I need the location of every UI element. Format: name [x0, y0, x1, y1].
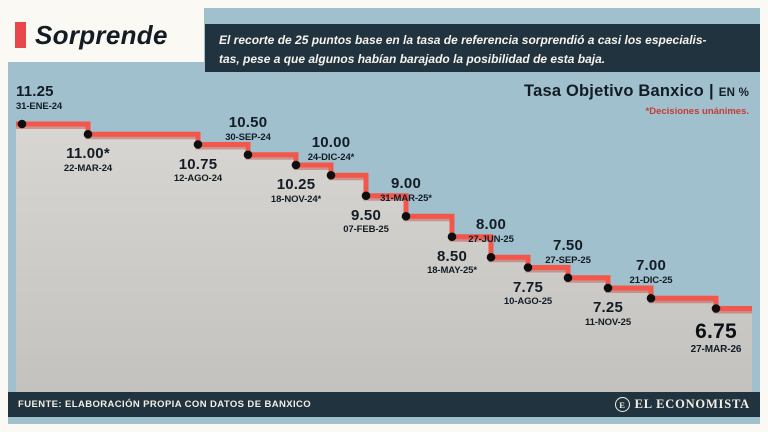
data-point-label: 6.75 27-MAR-26 — [691, 320, 742, 357]
rate-value: 7.75 — [512, 278, 543, 296]
data-point-dot — [361, 191, 371, 201]
step-chart: 11.25 31-ENE-24 11.00* 22-MAR-24 10.75 12-AGO… — [8, 64, 760, 392]
intro-line-1: El recorte de 25 puntos base en la tasa … — [219, 33, 707, 47]
data-point-label: 11.25 31-ENE-24 — [16, 83, 62, 112]
area-fill — [16, 124, 752, 392]
data-point-label: 8.00 27-JUN-25 — [468, 216, 514, 245]
decision-date: 12-AGO-24 — [173, 173, 223, 185]
decision-date: 27-JUN-25 — [468, 234, 514, 246]
rate-value: 10.00 — [311, 134, 351, 152]
decision-date: 27-MAR-26 — [690, 344, 742, 356]
decision-date: 22-MAR-24 — [63, 162, 113, 174]
brand: E EL ECONOMISTA — [614, 397, 750, 412]
title-accent-bar — [15, 22, 26, 48]
data-point-dot — [603, 283, 613, 293]
decision-date: 10-AGO-25 — [503, 296, 553, 308]
data-point-label: 8.50 18-MAY-25* — [427, 248, 477, 277]
source-text: FUENTE: ELABORACIÓN PROPIA CON DATOS DE … — [18, 399, 312, 410]
chart-unit-label: EN % — [718, 87, 749, 99]
decision-date: 31-MAR-25* — [380, 193, 432, 205]
data-point-dot — [291, 160, 301, 170]
data-point-dot — [447, 232, 457, 242]
data-point-dot — [326, 170, 336, 180]
decision-date: 07-FEB-25 — [343, 224, 389, 236]
data-point-label: 7.00 21-DIC-25 — [630, 257, 673, 286]
chart-title-text: Tasa Objetivo Banxico — [524, 82, 704, 100]
data-point-label: 9.00 31-MAR-25* — [380, 175, 432, 204]
data-point-dot — [401, 211, 411, 221]
data-point-label: 7.75 10-AGO-25 — [504, 279, 552, 308]
chart-title: Tasa Objetivo Banxico | EN % — [524, 82, 749, 101]
rate-value: 8.50 — [437, 247, 467, 265]
rate-value: 8.00 — [475, 216, 506, 234]
data-point-label: 10.50 30-SEP-24 — [225, 114, 271, 143]
data-point-dot — [83, 129, 93, 139]
decision-date: 18-NOV-24* — [270, 193, 322, 205]
rate-value: 6.75 — [695, 319, 737, 343]
data-point-dot — [646, 293, 656, 303]
rate-value: 9.00 — [390, 175, 421, 193]
decision-date: 27-SEP-25 — [545, 254, 591, 266]
rate-value: 10.75 — [178, 155, 218, 173]
data-point-dot — [486, 252, 496, 262]
data-point-label: 9.50 07-FEB-25 — [343, 207, 389, 236]
data-point-labels: 11.25 31-ENE-24 11.00* 22-MAR-24 10.75 12-AGO… — [8, 64, 760, 392]
title-box: Sorprende — [8, 8, 204, 62]
rate-value: 7.00 — [635, 257, 666, 275]
data-point-dots — [17, 119, 721, 313]
step-chart-svg — [16, 119, 752, 392]
data-point-dot — [193, 140, 203, 149]
el-economista-logo-icon: E — [614, 397, 630, 412]
intro-line-2: tas, pese a que algunos habían barajado … — [219, 51, 606, 66]
data-point-label: 10.00 24-DIC-24* — [308, 134, 355, 163]
decision-date: 21-DIC-25 — [629, 275, 673, 287]
data-point-label: 10.25 18-NOV-24* — [271, 176, 321, 205]
data-point-label: 11.00* 22-MAR-24 — [64, 145, 112, 174]
data-point-dot — [523, 263, 533, 272]
decision-date: 18-MAY-25* — [427, 265, 477, 277]
rate-value: 11.00* — [66, 145, 110, 163]
data-point-dot — [711, 304, 721, 313]
rate-value: 11.25 — [16, 83, 54, 101]
decision-date: 30-SEP-24 — [225, 131, 271, 143]
rate-value: 7.25 — [592, 299, 623, 316]
step-line — [16, 121, 752, 311]
chart-title-separator: | — [708, 82, 714, 100]
decision-date: 31-ENE-24 — [16, 100, 63, 112]
decision-date: 11-NOV-25 — [584, 316, 632, 328]
rate-value: 7.50 — [552, 236, 583, 254]
footer-bar: FUENTE: ELABORACIÓN PROPIA CON DATOS DE … — [8, 392, 760, 417]
page-title: Sorprende — [35, 19, 168, 50]
rate-value: 10.50 — [228, 113, 268, 131]
rate-value: 9.50 — [351, 206, 381, 224]
decision-date: 24-DIC-24* — [307, 152, 355, 164]
chart-panel: Sorprende El recorte de 25 puntos base e… — [8, 8, 760, 424]
intro-box: El recorte de 25 puntos base en la tasa … — [205, 24, 760, 72]
brand-name: EL ECONOMISTA — [634, 397, 750, 411]
data-point-dot — [243, 150, 253, 160]
rate-value: 10.25 — [276, 176, 316, 193]
data-point-dot — [563, 273, 573, 283]
data-point-label: 10.75 12-AGO-24 — [174, 156, 222, 185]
chart-footnote: *Decisiones unánimes. — [645, 106, 749, 117]
data-point-label: 7.25 11-NOV-25 — [585, 299, 631, 328]
data-point-label: 7.50 27-SEP-25 — [545, 237, 591, 266]
data-point-dot — [17, 119, 27, 129]
